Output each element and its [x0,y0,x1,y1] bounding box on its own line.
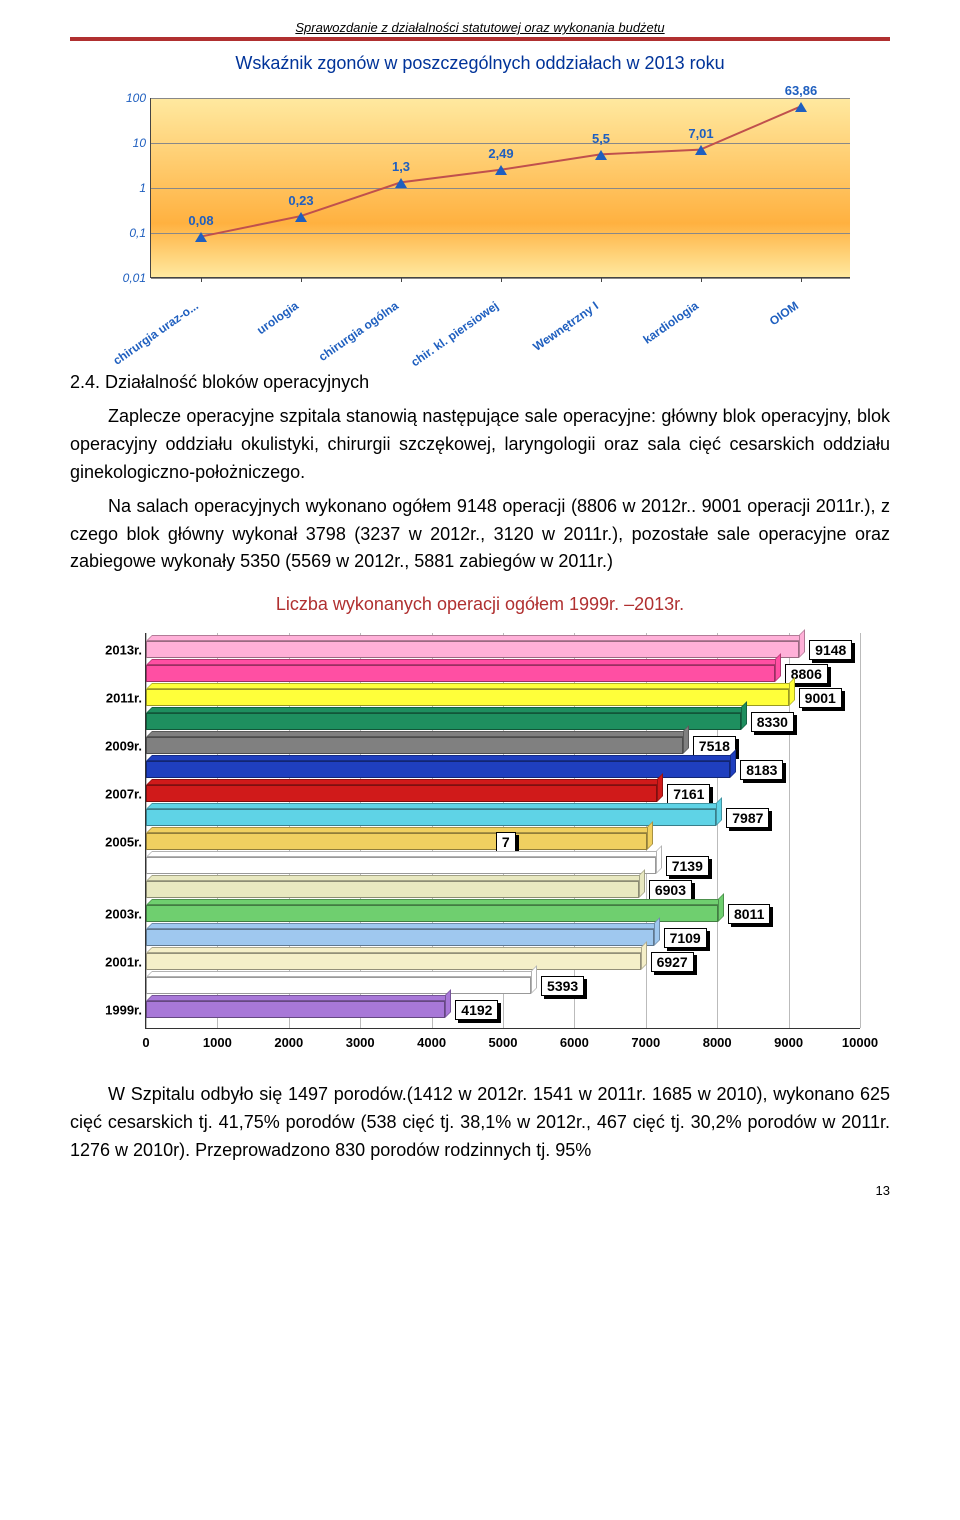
chart2-ytick-label: 2013r. [94,642,142,657]
page-number: 13 [70,1183,890,1198]
chart2-ytick-label: 2001r. [94,954,142,969]
chart2-xtick-label: 2000 [274,1035,303,1050]
chart2-data-label: 4192 [455,1000,498,1020]
chart2-bar [146,905,718,922]
chart1-data-label: 0,23 [288,193,313,208]
chart1-xtick-label: urologia [254,299,301,338]
chart2-data-label: 9148 [809,640,852,660]
chart2-bar [146,1001,445,1018]
chart2-xtick-label: 3000 [346,1035,375,1050]
para2-text: Na salach operacyjnych wykonano ogółem 9… [70,496,890,572]
chart2-title: Liczba wykonanych operacji ogółem 1999r.… [70,594,890,615]
section-para-2: Na salach operacyjnych wykonano ogółem 9… [70,493,890,577]
chart2-data-label: 9001 [799,688,842,708]
chart1-data-label: 1,3 [392,159,410,174]
chart2-bar [146,953,641,970]
chart1-xtick-label: kardiologia [641,299,701,347]
chart2-ytick-label: 2007r. [94,786,142,801]
chart2-xtick-label: 10000 [842,1035,878,1050]
chart2-data-label: 7161 [667,784,710,804]
chart2-ytick-label: 2011r. [94,690,142,705]
chart2-data-label: 8330 [751,712,794,732]
section-heading: 2.4. Działalność bloków operacyjnych [70,372,890,393]
chart2-operations-bar: 0100020003000400050006000700080009000100… [90,627,870,1067]
chart2-xtick-label: 5000 [489,1035,518,1050]
chart2-data-label: 7518 [693,736,736,756]
chart1-deaths-log: 0,010,11101000,08chirurgia uraz-o...0,23… [100,88,860,348]
chart2-ytick-label: 2005r. [94,834,142,849]
chart2-bar [146,833,647,850]
chart1-ytick-label: 1 [106,181,146,195]
chart1-marker [695,145,707,155]
chart2-xtick-label: 7000 [631,1035,660,1050]
chart2-data-label: 7987 [726,808,769,828]
chart2-data-label: 6903 [649,880,692,900]
chart2-ytick-label: 1999r. [94,1002,142,1017]
chart1-data-label: 7,01 [688,126,713,141]
chart2-data-label: 5393 [541,976,584,996]
chart2-ytick-label: 2009r. [94,738,142,753]
chart2-bar [146,809,716,826]
chart1-ytick-label: 10 [106,136,146,150]
chart1-ytick-label: 0,01 [106,271,146,285]
chart2-xtick-label: 8000 [703,1035,732,1050]
chart1-ytick-label: 0,1 [106,226,146,240]
chart2-bar [146,689,789,706]
chart1-ytick-label: 100 [106,91,146,105]
chart1-title: Wskaźnik zgonów w poszczególnych oddział… [70,53,890,74]
chart2-bar [146,713,741,730]
header-rule [70,37,890,41]
section-para-1: Zaplecze operacyjne szpitala stanowią na… [70,403,890,487]
chart2-bar [146,761,730,778]
chart1-marker [295,212,307,222]
closing-para: W Szpitalu odbyło się 1497 porodów.(1412… [70,1081,890,1165]
chart2-xtick-label: 0 [142,1035,149,1050]
chart2-data-label: 8183 [740,760,783,780]
chart1-xtick-label: chirurgia ogólna [316,299,401,364]
chart2-data-label: 7 [496,832,516,852]
chart2-xtick-label: 4000 [417,1035,446,1050]
chart2-bar [146,785,657,802]
chart2-bar [146,977,531,994]
chart1-xtick-label: Wewnętrzny I [530,299,601,354]
chart2-bar [146,857,656,874]
chart2-data-label: 6927 [651,952,694,972]
chart2-data-label: 7139 [666,856,709,876]
chart1-xtick-label: chirurgia uraz-o... [110,299,201,368]
chart1-data-label: 2,49 [488,146,513,161]
chart2-xtick-label: 1000 [203,1035,232,1050]
running-header: Sprawozdanie z działalności statutowej o… [70,20,890,35]
chart1-data-label: 63,86 [785,83,818,98]
chart1-marker [795,102,807,112]
chart1-xtick-label: OIOM [767,299,801,329]
chart2-bar [146,665,775,682]
chart2-bar [146,881,639,898]
closing-a: W Szpitalu odbyło się 1497 porodów.(1412… [108,1084,716,1104]
chart2-bar [146,737,683,754]
chart2-ytick-label: 2003r. [94,906,142,921]
chart1-marker [495,165,507,175]
chart1-marker [195,232,207,242]
chart1-marker [595,150,607,160]
chart2-xtick-label: 9000 [774,1035,803,1050]
chart2-bar [146,641,799,658]
chart2-data-label: 7109 [664,928,707,948]
chart2-bar [146,929,654,946]
chart2-data-label: 8011 [728,904,770,924]
chart1-marker [395,178,407,188]
chart2-xtick-label: 6000 [560,1035,589,1050]
chart1-xtick-label: chir. kl. piersiowej [408,299,501,370]
chart1-data-label: 5,5 [592,131,610,146]
chart1-data-label: 0,08 [188,213,213,228]
